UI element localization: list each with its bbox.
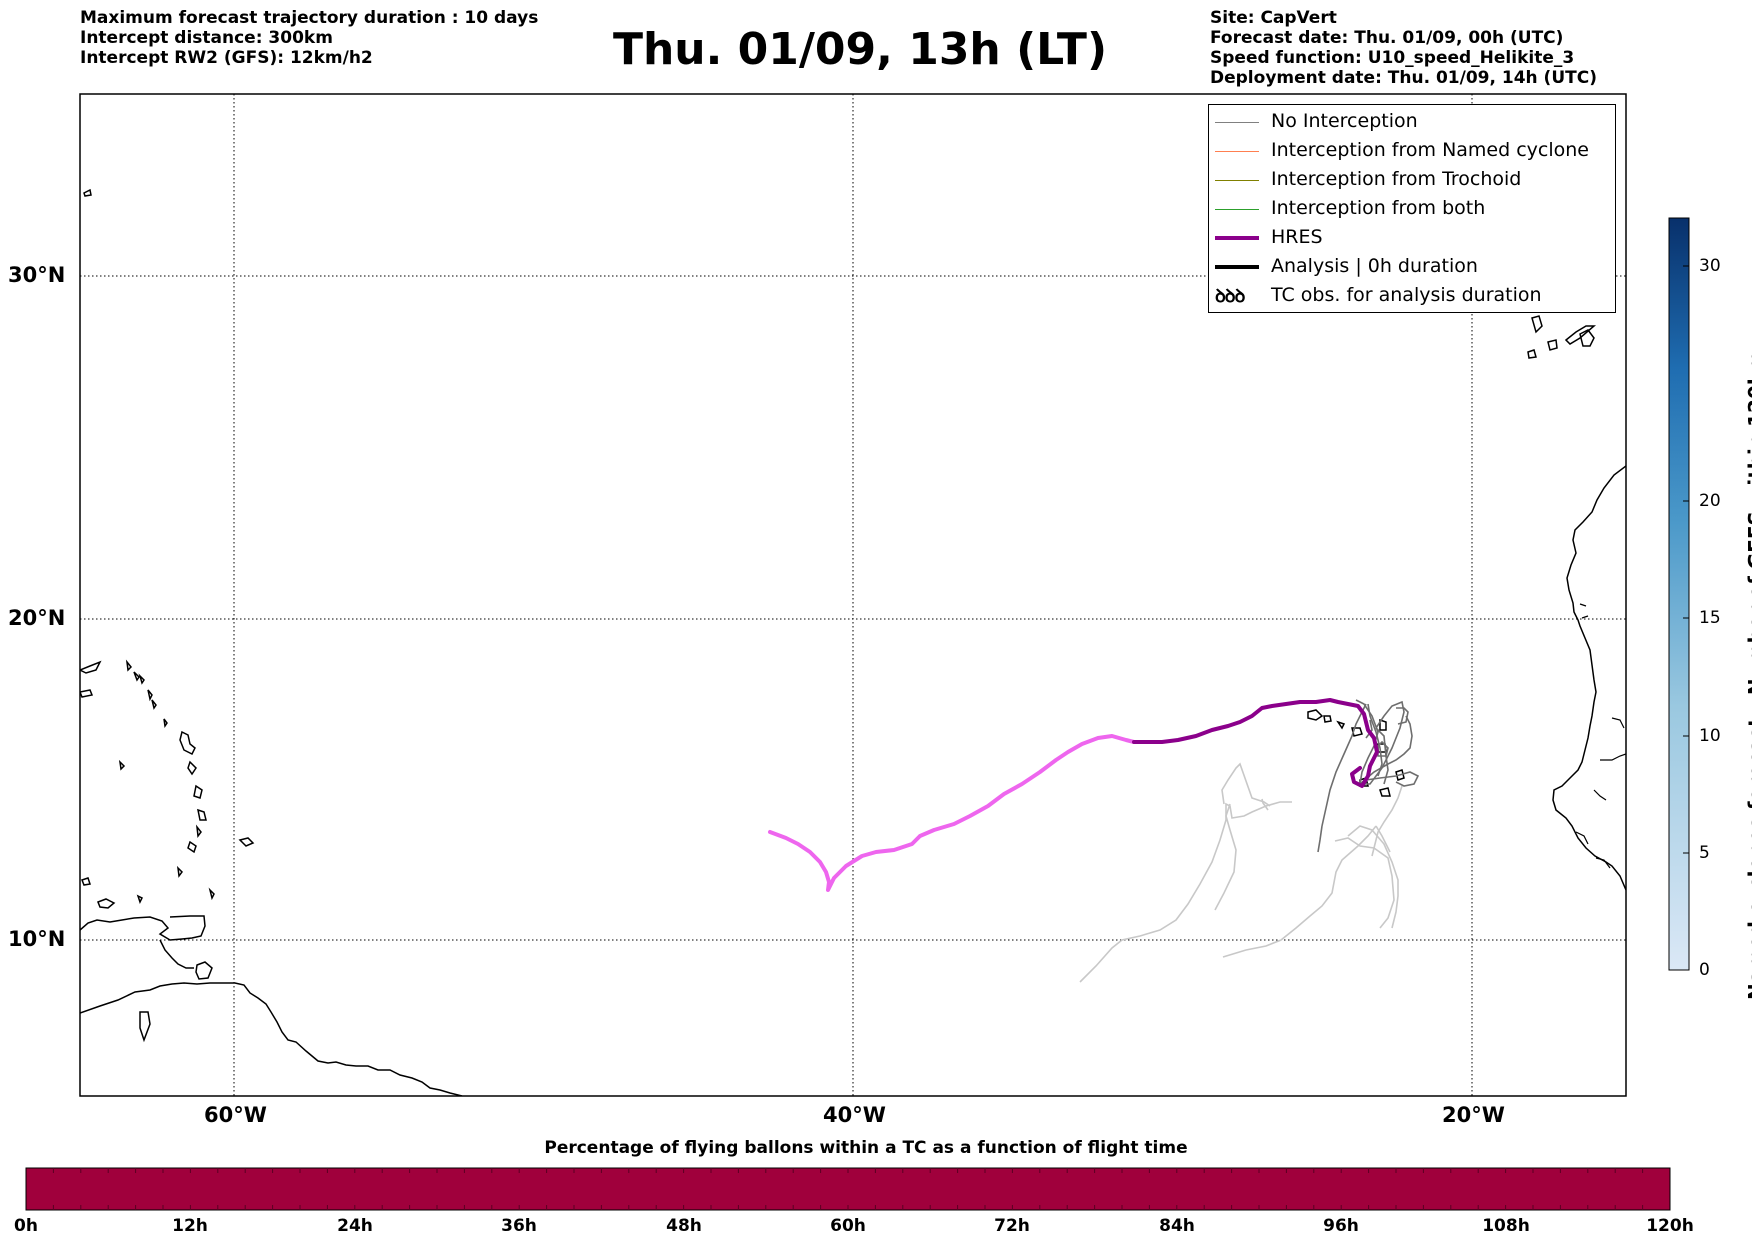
lon-tick-20w: 20°W — [1442, 1103, 1505, 1127]
colorbar-bottom-tick-72h: 72h — [994, 1216, 1030, 1236]
lon-tick-60w: 60°W — [204, 1103, 267, 1127]
ensemble-trajectories-dark — [1317, 699, 1420, 853]
ensemble-trajectories-light — [1079, 762, 1403, 983]
colorbar-right-tick-5: 5 — [1699, 843, 1710, 863]
header-site: Site: CapVert — [1210, 8, 1337, 28]
colorbar-bottom-minor-ticks — [52, 1168, 1644, 1210]
coast-venezuela-peninsula — [80, 915, 206, 941]
colorbar-bottom-tick-60h: 60h — [830, 1216, 866, 1236]
colorbar-bottom-tick-0h: 0h — [14, 1216, 38, 1236]
lat-tick-20n: 20°N — [8, 606, 66, 630]
colorbar-right-tick-0: 0 — [1699, 960, 1710, 980]
tc-symbol-icon: ꝺꝺꝺ — [1215, 286, 1245, 307]
colorbar-bottom-tick-48h: 48h — [666, 1216, 702, 1236]
legend-item-tc-obs: ꝺꝺꝺ TC obs. for analysis duration — [1209, 282, 1615, 311]
legend-item-no-interception: No Interception — [1209, 108, 1615, 137]
legend-label: Analysis | 0h duration — [1271, 255, 1478, 277]
colorbar-right-tick-10: 10 — [1699, 726, 1721, 746]
colorbar-bottom-tick-12h: 12h — [172, 1216, 208, 1236]
legend-label: Interception from Trochoid — [1271, 168, 1522, 190]
legend-item-both: Interception from both — [1209, 195, 1615, 224]
colorbar-bottom-tick-120h: 120h — [1646, 1216, 1694, 1236]
legend-label: Interception from both — [1271, 197, 1486, 219]
coast-trinidad — [195, 961, 213, 980]
legend-item-hres: HRES — [1209, 224, 1615, 253]
legend-label: HRES — [1271, 226, 1323, 248]
legend-item-trochoid: Interception from Trochoid — [1209, 166, 1615, 195]
hres-extension-trajectory — [768, 734, 1136, 892]
legend: No Interception Interception from Named … — [1208, 104, 1616, 313]
colorbar-bottom-tick-108h: 108h — [1482, 1216, 1530, 1236]
legend-swatch — [1215, 151, 1259, 152]
legend-label: No Interception — [1271, 110, 1418, 132]
legend-swatch — [1215, 122, 1259, 123]
legend-label: TC obs. for analysis duration — [1271, 284, 1542, 306]
colorbar-bottom-tick-36h: 36h — [501, 1216, 537, 1236]
header-right: Site: CapVert Forecast date: Thu. 01/09,… — [1210, 8, 1597, 88]
legend-swatch — [1215, 265, 1259, 269]
lesser-antilles — [80, 188, 255, 1043]
legend-swatch — [1215, 236, 1259, 240]
header-duration: Maximum forecast trajectory duration : 1… — [80, 8, 539, 28]
colorbar-right-label: Named cyclones forecast - Number of GEFS… — [1744, 351, 1752, 1000]
colorbar-right-tick-30: 30 — [1699, 256, 1721, 276]
colorbar-right-tick-15: 15 — [1699, 608, 1721, 628]
legend-swatch — [1215, 180, 1259, 181]
header-intercept-rw2: Intercept RW2 (GFS): 12km/h2 — [80, 48, 373, 68]
coast-gulf-paria — [159, 939, 194, 969]
colorbar-right-ticks — [1683, 265, 1689, 971]
map-title: Thu. 01/09, 13h (LT) — [612, 24, 1108, 75]
canary-islands — [1527, 315, 1597, 359]
colorbar-bottom-title: Percentage of flying ballons within a TC… — [544, 1138, 1188, 1158]
colorbar-bottom-tick-24h: 24h — [337, 1216, 373, 1236]
colorbar-bottom-tick-96h: 96h — [1323, 1216, 1359, 1236]
legend-label: Interception from Named cyclone — [1271, 139, 1589, 161]
coast-africa-details — [1575, 603, 1626, 869]
colorbar-right-bar — [1668, 217, 1690, 971]
header-left: Maximum forecast trajectory duration : 1… — [80, 8, 538, 68]
legend-item-analysis: Analysis | 0h duration — [1209, 253, 1615, 282]
header-intercept-distance: Intercept distance: 300km — [80, 28, 333, 48]
map-border — [79, 93, 1627, 1097]
lat-tick-30n: 30°N — [8, 263, 66, 287]
legend-swatch — [1215, 209, 1259, 210]
header-forecast-date: Forecast date: Thu. 01/09, 00h (UTC) — [1210, 28, 1564, 48]
colorbar-right-tick-20: 20 — [1699, 491, 1721, 511]
lat-tick-10n: 10°N — [8, 927, 66, 951]
colorbar-bottom-tick-84h: 84h — [1159, 1216, 1195, 1236]
lon-tick-40w: 40°W — [823, 1103, 886, 1127]
coast-africa — [1552, 465, 1626, 891]
legend-item-named-cyclone: Interception from Named cyclone — [1209, 137, 1615, 166]
header-speed-function: Speed function: U10_speed_Helikite_3 — [1210, 48, 1575, 68]
hres-trajectory — [1132, 698, 1379, 788]
header-deployment-date: Deployment date: Thu. 01/09, 14h (UTC) — [1210, 68, 1597, 88]
coast-south-america — [80, 982, 463, 1096]
colorbar-bottom-bar — [25, 1167, 1671, 1211]
cabo-verde-islands — [1307, 709, 1405, 797]
